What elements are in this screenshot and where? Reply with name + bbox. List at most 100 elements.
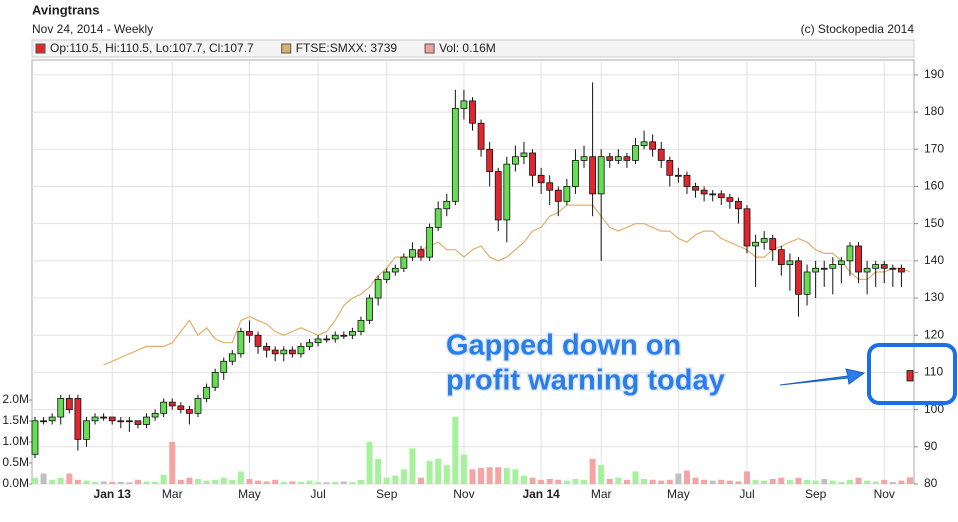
volume-bar	[297, 481, 304, 484]
candle-body	[400, 256, 408, 269]
y2-tick-label: 1.0M	[2, 434, 29, 448]
y-tick-label: 160	[924, 179, 944, 193]
candle-body	[666, 160, 674, 176]
x-tick-label: Jul	[739, 487, 754, 501]
volume-bar	[786, 479, 793, 484]
candle-body	[417, 249, 425, 258]
volume-bar	[598, 465, 605, 484]
candle-body	[906, 370, 914, 382]
candle-body	[263, 345, 271, 351]
annotation: Gapped down on	[446, 330, 681, 362]
volume-bar	[503, 468, 510, 484]
volume-bar	[280, 481, 287, 484]
candle-body	[726, 197, 734, 202]
candle-body	[451, 107, 459, 202]
candle-body	[151, 412, 159, 418]
y2-tick-label: 0.0M	[2, 476, 29, 490]
legend-swatch	[35, 43, 46, 54]
volume-bar	[486, 467, 493, 484]
candle-body	[674, 174, 682, 177]
candle-body	[614, 156, 622, 161]
volume-bar	[623, 479, 630, 484]
candle-body	[460, 100, 468, 109]
candle-body	[409, 249, 416, 258]
volume-bar	[117, 481, 124, 484]
x-tick-label: Sep	[376, 487, 398, 501]
volume-bar	[177, 479, 184, 484]
volume-bar	[452, 416, 459, 484]
volume-bar	[237, 471, 244, 484]
candle-body	[735, 200, 742, 210]
volume-bar	[520, 475, 527, 484]
x-tick-label: Sep	[805, 487, 827, 501]
volume-bar	[829, 480, 836, 484]
candle-body	[314, 338, 322, 344]
candle-body	[288, 349, 296, 355]
legend-label: Op:110.5, Hi:110.5, Lo:107.7, Cl:107.7	[50, 41, 254, 55]
volume-bar	[744, 471, 751, 484]
volume-bar	[615, 477, 622, 484]
candle-body	[186, 409, 193, 414]
volume-bar	[169, 442, 176, 484]
candle-body	[855, 245, 862, 273]
candle-body	[486, 148, 494, 172]
volume-bar	[495, 467, 502, 484]
volume-bar	[220, 477, 227, 484]
volume-bar	[443, 465, 450, 484]
candle-body	[228, 353, 236, 362]
volume-bar	[306, 480, 313, 484]
volume-bar	[752, 479, 759, 484]
candle-body	[632, 145, 639, 161]
volume-bar	[555, 479, 562, 484]
candle-body	[872, 264, 880, 269]
volume-bar	[581, 479, 588, 484]
candle-body	[580, 156, 588, 161]
candle-body	[477, 122, 485, 150]
volume-bar	[255, 480, 262, 484]
candle-body	[606, 156, 614, 161]
candle-body	[211, 372, 219, 388]
volume-bar	[426, 460, 433, 484]
subtitle: Nov 24, 2014 - Weekly	[32, 22, 153, 36]
volume-bar	[889, 481, 896, 484]
y-tick-label: 150	[924, 216, 944, 230]
candle-body	[143, 416, 150, 425]
candle-body	[709, 193, 717, 196]
volume-bar	[57, 477, 64, 484]
volume-bar	[846, 479, 853, 484]
volume-bar	[709, 480, 716, 484]
legend-bar	[31, 39, 915, 58]
volume-bar	[246, 478, 253, 484]
candle-body	[511, 156, 519, 165]
candle-body	[820, 267, 828, 270]
volume-bar	[143, 481, 150, 484]
candle-body	[246, 331, 253, 336]
candle-body	[168, 401, 176, 407]
y-tick-label: 110	[924, 365, 943, 379]
candle-body	[271, 349, 279, 355]
volume-bar	[546, 478, 553, 484]
candle-body	[117, 420, 125, 423]
y-tick-label: 180	[924, 104, 944, 118]
x-tick-label: Jan 14	[522, 487, 560, 501]
candle-body	[74, 398, 82, 440]
volume-bar	[658, 480, 665, 484]
volume-bar	[512, 469, 519, 484]
volume-bar	[109, 481, 116, 484]
candle-body	[323, 338, 331, 341]
volume-bar	[761, 480, 768, 484]
candle-body	[203, 386, 210, 399]
volume-bar	[418, 477, 425, 484]
volume-bar	[212, 479, 219, 484]
candle-body	[597, 156, 605, 195]
candle-body	[494, 171, 502, 221]
candle-body	[134, 420, 142, 425]
volume-bar	[263, 481, 270, 484]
candle-body	[898, 267, 905, 273]
volume-bar	[589, 458, 596, 484]
volume-bar	[74, 479, 81, 484]
candle-body	[177, 405, 185, 411]
candle-body	[306, 342, 313, 347]
candle-body	[194, 398, 202, 414]
candle-body	[366, 297, 373, 321]
